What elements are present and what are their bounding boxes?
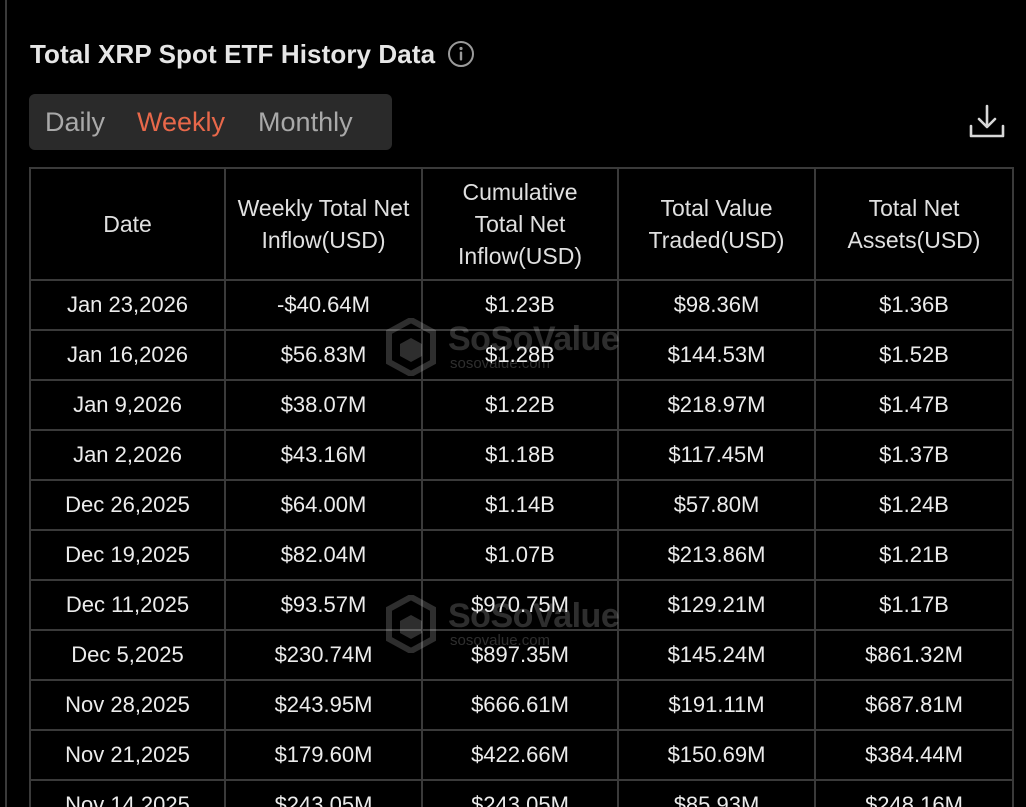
cell-date: Dec 11,2025: [29, 579, 226, 631]
tab-monthly[interactable]: Monthly: [258, 107, 353, 137]
cell-cumulative-inflow: $422.66M: [421, 729, 619, 781]
history-table: Date Weekly Total Net Inflow(USD) Cumula…: [29, 167, 1014, 807]
cell-cumulative-inflow: $666.61M: [421, 679, 619, 731]
cell-net-assets: $1.52B: [814, 329, 1014, 381]
cell-value-traded: $117.45M: [617, 429, 816, 481]
header-cumulative-inflow[interactable]: Cumulative Total Net Inflow(USD): [421, 167, 619, 281]
cell-net-assets: $687.81M: [814, 679, 1014, 731]
cell-net-assets: $1.37B: [814, 429, 1014, 481]
cell-value-traded: $129.21M: [617, 579, 816, 631]
page-title: Total XRP Spot ETF History Data: [30, 38, 436, 69]
cell-value-traded: $144.53M: [617, 329, 816, 381]
table-row: Dec 26,2025 $64.00M $1.14B $57.80M $1.24B: [29, 479, 1014, 531]
header-net-assets[interactable]: Total Net Assets(USD): [814, 167, 1014, 281]
cell-weekly-inflow: $82.04M: [224, 529, 423, 581]
cell-value-traded: $98.36M: [617, 279, 816, 331]
panel-divider: [5, 0, 7, 807]
cell-date: Jan 2,2026: [29, 429, 226, 481]
table-row: Nov 14,2025 $243.05M $243.05M $85.93M $248.1…: [29, 779, 1014, 807]
cell-value-traded: $213.86M: [617, 529, 816, 581]
cell-cumulative-inflow: $897.35M: [421, 629, 619, 681]
table-row: Nov 21,2025 $179.60M $422.66M $150.69M $384.…: [29, 729, 1014, 781]
cell-weekly-inflow: $38.07M: [224, 379, 423, 431]
cell-date: Nov 28,2025: [29, 679, 226, 731]
cell-cumulative-inflow: $1.28B: [421, 329, 619, 381]
cell-weekly-inflow: $93.57M: [224, 579, 423, 631]
cell-date: Dec 5,2025: [29, 629, 226, 681]
cell-net-assets: $1.47B: [814, 379, 1014, 431]
cell-weekly-inflow: $64.00M: [224, 479, 423, 531]
cell-date: Nov 21,2025: [29, 729, 226, 781]
cell-value-traded: $218.97M: [617, 379, 816, 431]
cell-cumulative-inflow: $1.07B: [421, 529, 619, 581]
table-row: Jan 23,2026 -$40.64M $1.23B $98.36M $1.36B: [29, 279, 1014, 331]
cell-date: Jan 23,2026: [29, 279, 226, 331]
cell-weekly-inflow: $243.05M: [224, 779, 423, 807]
table-row: Nov 28,2025 $243.95M $666.61M $191.11M $687.…: [29, 679, 1014, 731]
cell-cumulative-inflow: $1.22B: [421, 379, 619, 431]
cell-weekly-inflow: $56.83M: [224, 329, 423, 381]
cell-net-assets: $1.36B: [814, 279, 1014, 331]
cell-cumulative-inflow: $243.05M: [421, 779, 619, 807]
table-row: Jan 2,2026 $43.16M $1.18B $117.45M $1.37B: [29, 429, 1014, 481]
cell-net-assets: $1.17B: [814, 579, 1014, 631]
header-value-traded[interactable]: Total Value Traded(USD): [617, 167, 816, 281]
tab-weekly[interactable]: Weekly: [137, 107, 226, 137]
cell-cumulative-inflow: $970.75M: [421, 579, 619, 631]
cell-weekly-inflow: $243.95M: [224, 679, 423, 731]
cell-weekly-inflow: $179.60M: [224, 729, 423, 781]
cell-value-traded: $85.93M: [617, 779, 816, 807]
table-row: Jan 9,2026 $38.07M $1.22B $218.97M $1.47B: [29, 379, 1014, 431]
cell-net-assets: $861.32M: [814, 629, 1014, 681]
cell-date: Jan 9,2026: [29, 379, 226, 431]
cell-cumulative-inflow: $1.23B: [421, 279, 619, 331]
download-icon[interactable]: [967, 102, 1007, 142]
cell-net-assets: $248.16M: [814, 779, 1014, 807]
header-date[interactable]: Date: [29, 167, 226, 281]
cell-date: Jan 16,2026: [29, 329, 226, 381]
cell-value-traded: $145.24M: [617, 629, 816, 681]
cell-value-traded: $191.11M: [617, 679, 816, 731]
table-row: Dec 5,2025 $230.74M $897.35M $145.24M $861.3…: [29, 629, 1014, 681]
panel-header: Total XRP Spot ETF History Data: [30, 34, 475, 74]
table-row: Jan 16,2026 $56.83M $1.28B $144.53M $1.52B: [29, 329, 1014, 381]
tab-daily[interactable]: Daily: [45, 107, 106, 137]
cell-net-assets: $384.44M: [814, 729, 1014, 781]
period-tabs: Daily Weekly Monthly: [29, 94, 392, 150]
info-icon[interactable]: [447, 40, 475, 68]
header-weekly-inflow[interactable]: Weekly Total Net Inflow(USD): [224, 167, 423, 281]
cell-cumulative-inflow: $1.18B: [421, 429, 619, 481]
cell-value-traded: $57.80M: [617, 479, 816, 531]
cell-date: Dec 19,2025: [29, 529, 226, 581]
table-body: Jan 23,2026 -$40.64M $1.23B $98.36M $1.36B Ja…: [29, 279, 1014, 807]
cell-value-traded: $150.69M: [617, 729, 816, 781]
table-row: Dec 11,2025 $93.57M $970.75M $129.21M $1.17B: [29, 579, 1014, 631]
table-row: Dec 19,2025 $82.04M $1.07B $213.86M $1.21B: [29, 529, 1014, 581]
cell-weekly-inflow: $230.74M: [224, 629, 423, 681]
cell-net-assets: $1.21B: [814, 529, 1014, 581]
cell-net-assets: $1.24B: [814, 479, 1014, 531]
cell-weekly-inflow: -$40.64M: [224, 279, 423, 331]
cell-date: Nov 14,2025: [29, 779, 226, 807]
cell-cumulative-inflow: $1.14B: [421, 479, 619, 531]
table-header-row: Date Weekly Total Net Inflow(USD) Cumula…: [29, 167, 1014, 281]
cell-weekly-inflow: $43.16M: [224, 429, 423, 481]
cell-date: Dec 26,2025: [29, 479, 226, 531]
